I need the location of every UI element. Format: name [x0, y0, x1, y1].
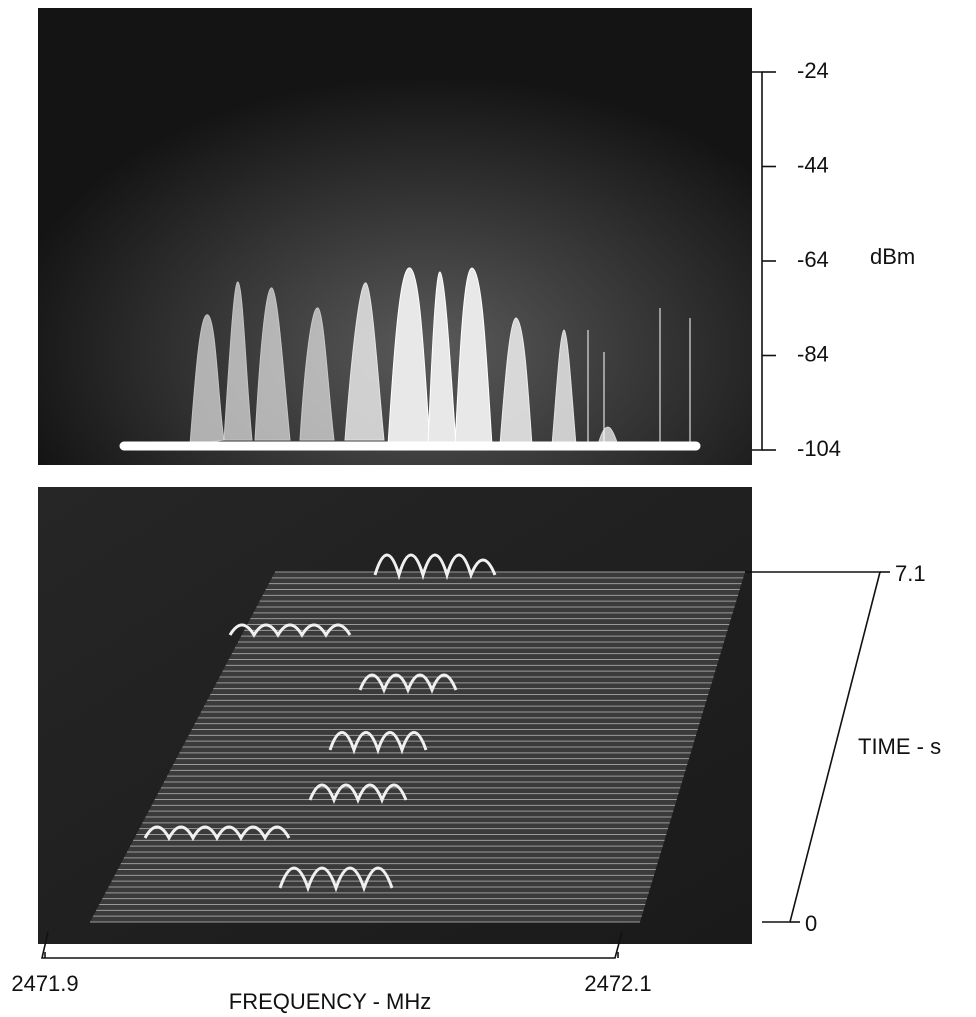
y-tick-label: -44	[797, 152, 829, 177]
time-label: TIME - s	[858, 734, 941, 759]
dbm-axis-bracket	[752, 71, 763, 451]
x-tick-label: 2472.1	[584, 971, 651, 996]
waterfall-lines	[90, 571, 745, 923]
y-tick-label: -64	[797, 247, 829, 272]
waterfall-peaks	[143, 553, 497, 893]
y-tick-label: -104	[797, 436, 841, 461]
y-tick-label: -84	[797, 341, 829, 366]
y-tick-label: -24	[797, 58, 829, 83]
dbm-label: dBm	[870, 244, 915, 269]
frequency-axis-bracket	[40, 931, 623, 959]
x-tick-label: 2471.9	[11, 971, 78, 996]
time-axis-bracket	[745, 571, 882, 923]
y-tick-label: 7.1	[895, 561, 926, 586]
frequency-label: FREQUENCY - MHz	[229, 989, 432, 1014]
spectrum-trace	[119, 267, 701, 451]
y-tick-label: 0	[805, 911, 817, 936]
